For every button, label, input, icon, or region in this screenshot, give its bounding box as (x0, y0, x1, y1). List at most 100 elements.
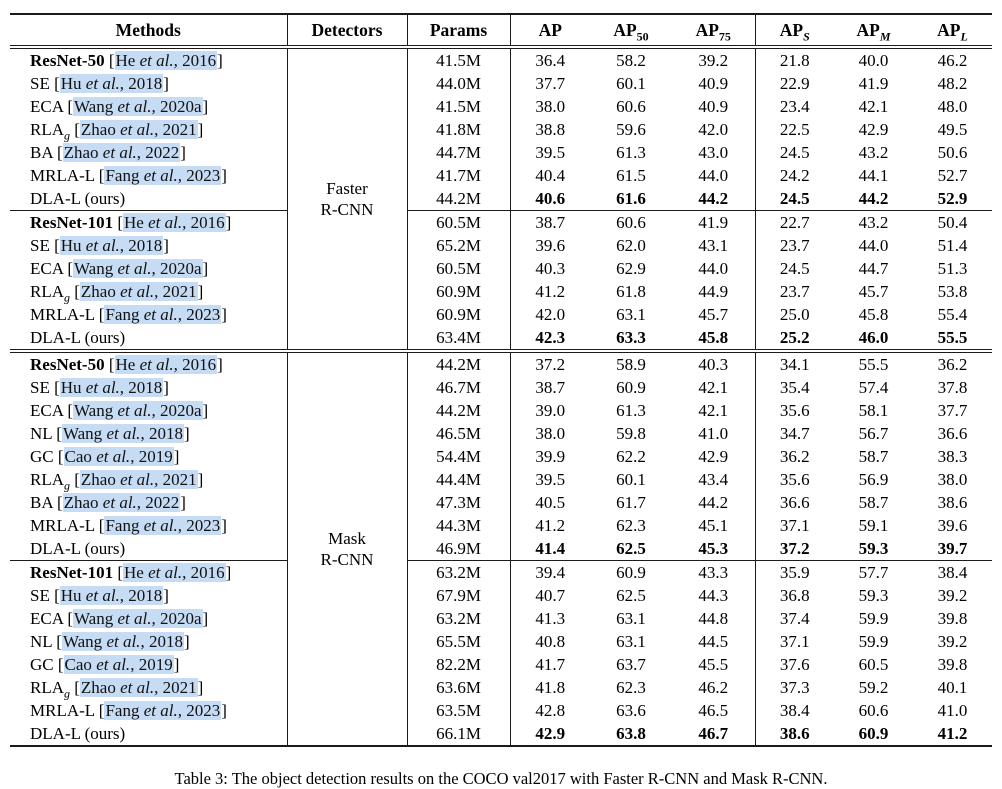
citation-link[interactable]: Fang et al., 2023 (104, 166, 222, 185)
ap-cell-apM: 59.3 (858, 586, 889, 605)
ap-cell-apM: 56.7 (858, 424, 889, 443)
ap-cell-apM: 58.1 (858, 401, 889, 420)
method-cell: SE [Hu et al., 2018] (10, 72, 288, 95)
ap-cell-ap: 38.7 (535, 378, 566, 397)
method-name: MRLA-L (30, 305, 95, 324)
ap-cell-ap75: 46.7 (672, 722, 756, 746)
params-cell: 44.2M (407, 399, 511, 422)
table-row: SE [Hu et al., 2018] 67.9M 40.7 62.5 44.3 36.… (10, 584, 992, 607)
method-name: ECA (30, 259, 64, 278)
citation-link[interactable]: Cao et al., 2019 (63, 655, 174, 674)
ap-cell-ap: 40.3 (535, 259, 566, 278)
citation-link[interactable]: Fang et al., 2023 (104, 516, 222, 535)
citation-link[interactable]: Wang et al., 2020a (72, 609, 203, 628)
method-name: RLA (30, 120, 64, 139)
params-cell: 65.2M (407, 234, 511, 257)
citation-link[interactable]: Zhao et al., 2021 (79, 282, 198, 301)
et-al-text: et al. (102, 143, 137, 162)
ap-cell-ap50: 62.0 (616, 236, 646, 255)
ap-cell-apS: 37.6 (779, 655, 810, 674)
ap-cell-apS: 36.6 (779, 493, 810, 512)
method-name: DLA-L (30, 539, 81, 558)
ap-cell-apM: 42.1 (858, 97, 889, 116)
ap-cell-apM: 59.9 (858, 632, 889, 651)
method-subscript: g (64, 128, 70, 143)
ap-cell-ap75: 42.9 (672, 445, 756, 468)
citation-link[interactable]: Zhao et al., 2021 (79, 678, 198, 697)
ap-cell-ap: 37.2 (510, 349, 590, 376)
citation-link[interactable]: Fang et al., 2023 (104, 701, 222, 720)
citation-link[interactable]: Hu et al., 2018 (59, 378, 164, 397)
table-row: DLA-L (ours) 46.9M 41.4 62.5 45.3 37.2 59.3 39.… (10, 537, 992, 561)
ap-cell-apM: 59.9 (858, 609, 889, 628)
et-al-text: et al. (117, 97, 152, 116)
citation-link[interactable]: Wang et al., 2018 (61, 424, 184, 443)
method-name: BA (30, 493, 53, 512)
method-cell: RLAg [Zhao et al., 2021] (10, 118, 288, 143)
method-cell: SE [Hu et al., 2018] (10, 584, 288, 607)
citation-link[interactable]: Wang et al., 2020a (72, 259, 203, 278)
method-name: ResNet-50 (30, 355, 105, 374)
citation-link[interactable]: He et al., 2016 (114, 51, 218, 70)
ap-cell-apM: 60.5 (858, 655, 889, 674)
et-al-text: et al. (85, 236, 120, 255)
ap-cell-ap50: 63.7 (616, 655, 646, 674)
citation-link[interactable]: Hu et al., 2018 (59, 236, 164, 255)
et-al-text: et al. (106, 632, 141, 651)
ap-cell-apL: 41.2 (937, 724, 968, 743)
ap-cell-apS: 21.8 (779, 51, 810, 70)
method-name: MRLA-L (30, 516, 95, 535)
citation-link[interactable]: He et al., 2016 (123, 213, 226, 232)
col-header-label: Detectors (311, 20, 383, 40)
method-cell: RLAg [Zhao et al., 2021] (10, 468, 288, 491)
table-row: ResNet-101 [He et al., 2016] 63.2M 39.4 60.… (10, 560, 992, 584)
citation-link[interactable]: He et al., 2016 (114, 355, 218, 374)
method-name: DLA-L (30, 328, 81, 347)
citation-link[interactable]: Zhao et al., 2022 (62, 493, 181, 512)
et-al-text: et al. (117, 259, 152, 278)
ap-cell-apM: 55.5 (834, 349, 913, 376)
ap-cell-apL: 39.8 (937, 609, 968, 628)
method-cell: GC [Cao et al., 2019] (10, 445, 288, 468)
citation-link[interactable]: Hu et al., 2018 (59, 74, 164, 93)
col-header-apL: APL (913, 14, 992, 49)
ap-cell-apS: 35.6 (779, 470, 810, 489)
ap-cell-ap: 40.6 (535, 189, 566, 208)
citation-link[interactable]: Cao et al., 2019 (63, 447, 174, 466)
ap-cell-apL: 55.4 (937, 305, 968, 324)
ap-cell-apL: 46.2 (937, 51, 968, 70)
col-header-methods: Methods (10, 14, 288, 49)
et-al-text: et al. (139, 51, 174, 70)
method-name: ResNet-50 (30, 51, 105, 70)
ap-cell-apS: 37.2 (779, 539, 810, 558)
ap-cell-apM: 58.7 (858, 447, 889, 466)
ap-cell-ap: 41.2 (535, 282, 566, 301)
ap-cell-ap50: 63.1 (616, 609, 646, 628)
ap-cell-apS: 38.6 (779, 724, 810, 743)
citation-link[interactable]: Fang et al., 2023 (104, 305, 222, 324)
params-cell: 60.9M (407, 303, 511, 326)
params-cell: 63.4M (407, 326, 511, 351)
ap-cell-apM: 43.2 (834, 210, 913, 234)
col-header-subscript: 75 (718, 29, 731, 44)
table-row: GC [Cao et al., 2019] 82.2M 41.7 63.7 45.5 37… (10, 653, 992, 676)
ap-cell-ap50: 63.1 (616, 305, 646, 324)
ap-cell-ap: 42.8 (535, 701, 566, 720)
et-al-text: et al. (148, 563, 183, 582)
table-row: NL [Wang et al., 2018] 46.5M 38.0 59.8 41.0 3… (10, 422, 992, 445)
citation-link[interactable]: Wang et al., 2018 (61, 632, 184, 651)
citation-link[interactable]: He et al., 2016 (123, 563, 226, 582)
citation-link[interactable]: Zhao et al., 2021 (79, 120, 198, 139)
params-cell: 41.8M (407, 118, 511, 141)
citation-link[interactable]: Wang et al., 2020a (72, 97, 203, 116)
table-row: BA [Zhao et al., 2022] 44.7M 39.5 61.3 43.0 2… (10, 141, 992, 164)
et-al-text: et al. (96, 655, 131, 674)
ap-cell-ap75: 43.3 (672, 560, 756, 584)
citation-link[interactable]: Zhao et al., 2021 (79, 470, 198, 489)
citation-link[interactable]: Hu et al., 2018 (59, 586, 164, 605)
citation-link[interactable]: Zhao et al., 2022 (62, 143, 181, 162)
et-al-text: et al. (143, 701, 178, 720)
ap-cell-ap: 38.0 (535, 97, 566, 116)
ap-cell-ap50: 61.3 (616, 401, 646, 420)
citation-link[interactable]: Wang et al., 2020a (72, 401, 203, 420)
